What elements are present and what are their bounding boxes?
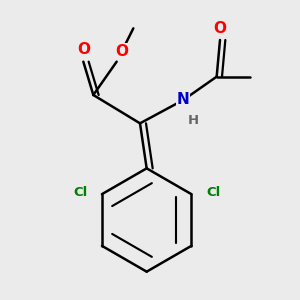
Text: Cl: Cl — [206, 186, 220, 199]
Text: O: O — [77, 43, 90, 58]
Text: N: N — [177, 92, 190, 107]
Text: Cl: Cl — [73, 186, 87, 199]
Text: O: O — [115, 44, 128, 59]
Text: O: O — [214, 21, 226, 36]
Text: H: H — [188, 113, 199, 127]
